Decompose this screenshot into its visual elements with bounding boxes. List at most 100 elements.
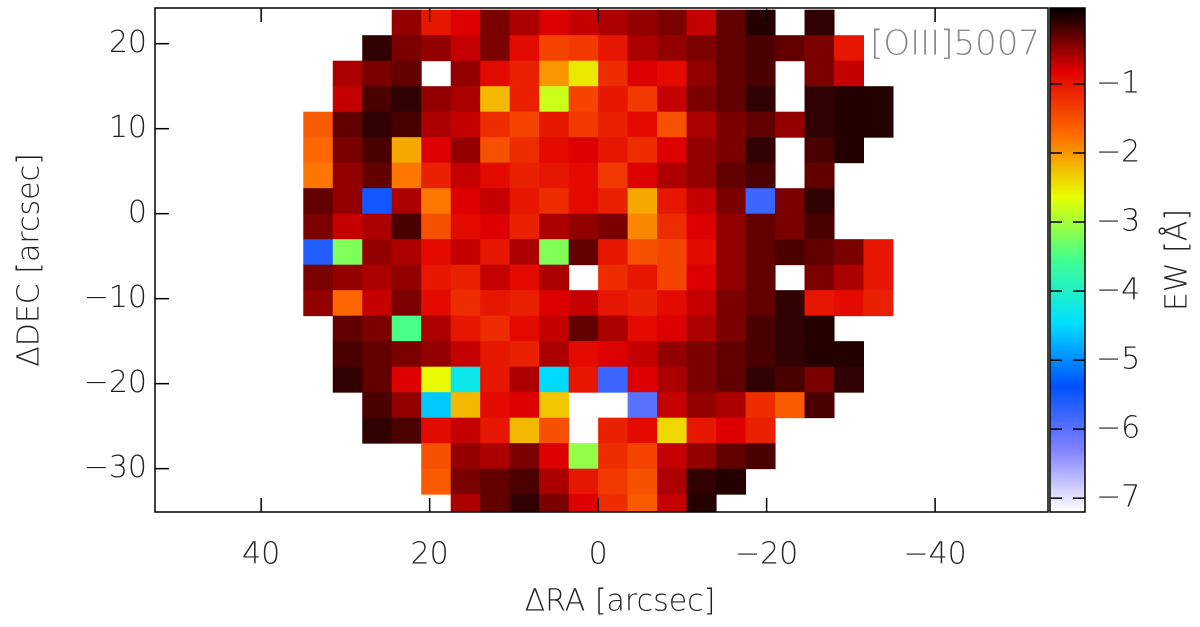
cell xyxy=(568,290,599,317)
cell xyxy=(362,60,393,87)
cell xyxy=(568,60,599,87)
cell xyxy=(568,9,599,36)
cell xyxy=(627,111,658,138)
cell xyxy=(539,162,570,189)
cell xyxy=(834,35,865,62)
cell xyxy=(509,290,540,317)
cell xyxy=(745,35,776,62)
cell xyxy=(480,315,511,342)
cell xyxy=(362,137,393,164)
cell xyxy=(804,9,835,36)
cell xyxy=(509,137,540,164)
cell xyxy=(450,315,481,342)
cell xyxy=(391,290,422,317)
cell xyxy=(509,417,540,444)
cell xyxy=(568,188,599,215)
cell xyxy=(627,468,658,495)
cell xyxy=(332,188,363,215)
cell xyxy=(686,264,717,291)
cell xyxy=(391,417,422,444)
cell xyxy=(303,111,334,138)
cell xyxy=(745,366,776,393)
cell xyxy=(509,366,540,393)
cell xyxy=(568,494,599,513)
cell xyxy=(834,290,865,317)
cell xyxy=(804,366,835,393)
cell xyxy=(421,468,452,495)
cell xyxy=(716,9,747,36)
cell xyxy=(303,213,334,240)
cell xyxy=(627,86,658,113)
cell xyxy=(657,366,688,393)
cell xyxy=(539,188,570,215)
cell xyxy=(657,213,688,240)
cell xyxy=(362,162,393,189)
cell xyxy=(539,35,570,62)
cell xyxy=(598,137,629,164)
cell xyxy=(716,443,747,470)
cell xyxy=(657,162,688,189)
cell xyxy=(480,137,511,164)
cell xyxy=(657,35,688,62)
cell xyxy=(716,239,747,266)
cell xyxy=(598,315,629,342)
x-tick-label: −40 xyxy=(903,537,966,572)
cell xyxy=(421,366,452,393)
cell xyxy=(863,264,894,291)
x-tick-label: −20 xyxy=(735,537,798,572)
cell xyxy=(686,468,717,495)
cell xyxy=(568,35,599,62)
cell xyxy=(686,315,717,342)
cell xyxy=(332,111,363,138)
x-axis-label: ΔRA [arcsec] xyxy=(525,584,716,619)
cell xyxy=(804,290,835,317)
cell xyxy=(421,9,452,36)
cell xyxy=(716,162,747,189)
cell xyxy=(509,188,540,215)
cell xyxy=(745,137,776,164)
cell xyxy=(391,9,422,36)
cell xyxy=(480,35,511,62)
cell xyxy=(421,341,452,368)
cell xyxy=(332,264,363,291)
cell xyxy=(716,468,747,495)
cell xyxy=(509,239,540,266)
cell xyxy=(450,188,481,215)
cell xyxy=(598,417,629,444)
cell xyxy=(745,9,776,36)
cell xyxy=(568,213,599,240)
cell xyxy=(657,290,688,317)
cell xyxy=(775,213,806,240)
cell xyxy=(509,315,540,342)
cell xyxy=(627,264,658,291)
colorbar-tick-label: −3 xyxy=(1096,204,1140,239)
cell xyxy=(303,290,334,317)
cell xyxy=(804,392,835,419)
cell xyxy=(804,60,835,87)
cell xyxy=(421,315,452,342)
cell xyxy=(627,60,658,87)
cells xyxy=(303,9,894,513)
cell xyxy=(480,239,511,266)
cell xyxy=(391,35,422,62)
cell xyxy=(362,213,393,240)
cell xyxy=(362,264,393,291)
cell xyxy=(480,417,511,444)
cell xyxy=(834,239,865,266)
cell xyxy=(421,188,452,215)
cell xyxy=(332,60,363,87)
cell xyxy=(539,290,570,317)
cell xyxy=(332,213,363,240)
cell xyxy=(627,290,658,317)
cell xyxy=(716,264,747,291)
cell xyxy=(480,341,511,368)
cell xyxy=(480,162,511,189)
cell xyxy=(568,162,599,189)
cell xyxy=(686,366,717,393)
cell xyxy=(480,213,511,240)
cell xyxy=(745,60,776,87)
y-tick-label: −30 xyxy=(84,450,147,485)
cell xyxy=(598,35,629,62)
cell xyxy=(775,315,806,342)
cell xyxy=(657,9,688,36)
